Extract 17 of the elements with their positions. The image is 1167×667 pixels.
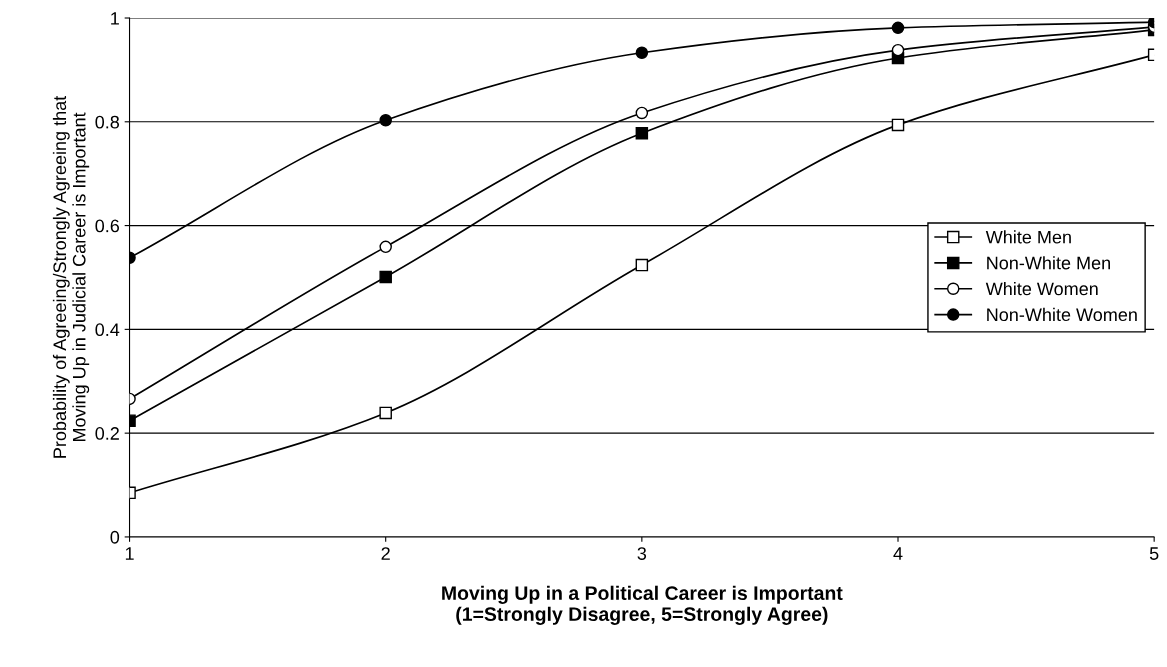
x-tick-label: 1 — [125, 547, 134, 560]
y-axis-title: Probability of Agreeing/Strongly Agreeing that Moving Up in Judicial Career is Important — [52, 95, 90, 458]
legend-label: Non-White Men — [987, 256, 1110, 270]
legend-label: White Women — [985, 281, 1098, 296]
x-axis-title: Moving Up in a Political Career is Important (1=Strongly Disagree, 5=Strongly Agree) — [442, 585, 843, 625]
x-tick-label: 3 — [637, 547, 647, 560]
legend-label: Non-White Women — [987, 307, 1137, 322]
y-tick-label: 0.8 — [95, 115, 120, 129]
y-tick-label: 0.6 — [95, 219, 120, 233]
x-tick-label: 5 — [1149, 547, 1159, 560]
y-tick-label: 0 — [110, 530, 120, 544]
y-tick-label: 0.2 — [95, 427, 119, 440]
x-tick-label: 2 — [381, 547, 390, 560]
legend-label: White Men — [985, 230, 1071, 244]
y-tick-label: 0.4 — [95, 323, 120, 337]
y-tick-label: 1 — [111, 12, 119, 25]
x-tick-label: 4 — [893, 547, 903, 560]
